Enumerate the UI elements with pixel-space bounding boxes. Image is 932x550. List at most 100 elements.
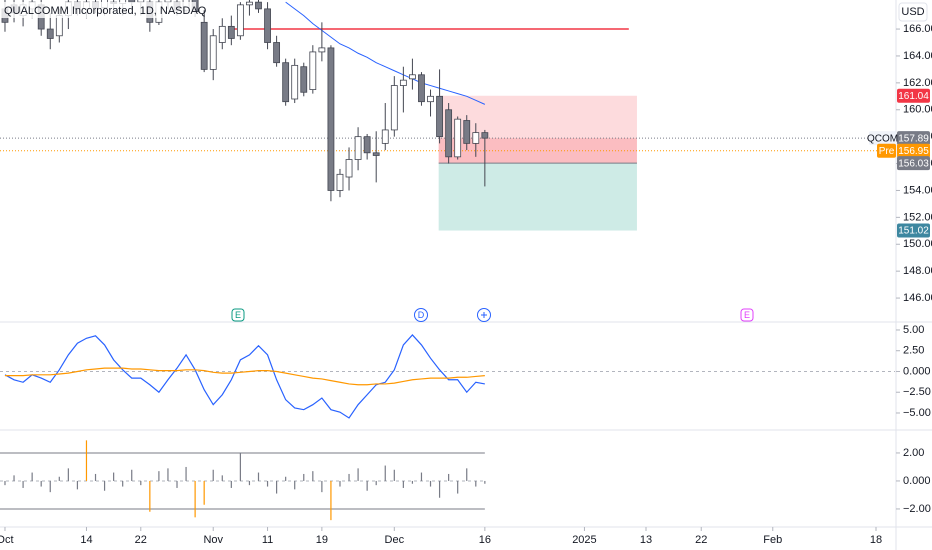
- y-tick-label: 0.000: [903, 365, 931, 377]
- x-tick-label: Dec: [385, 534, 405, 546]
- event-plus: [481, 312, 487, 318]
- y-tick-label: 152.00: [903, 211, 932, 223]
- currency: USD: [901, 6, 924, 18]
- candle-body: [218, 25, 226, 43]
- y-tick-label: 154.00: [903, 184, 932, 196]
- title-bg: [0, 2, 196, 18]
- candle-body: [246, 1, 253, 6]
- candle-body: [481, 132, 489, 139]
- bar: [402, 480, 404, 488]
- price-badge: [897, 143, 930, 158]
- bar: [276, 480, 278, 494]
- moving-average: [285, 1, 486, 105]
- bar: [248, 480, 251, 486]
- bar: [466, 468, 468, 481]
- candle-body: [164, 0, 172, 3]
- bar: [67, 468, 69, 481]
- candle-body: [300, 66, 308, 93]
- candle-body: [309, 51, 317, 90]
- candle-body: [282, 62, 290, 103]
- price-badge: [897, 223, 930, 238]
- candle-body: [137, 0, 145, 3]
- bar: [303, 473, 305, 481]
- bar: [375, 480, 377, 486]
- bar: [411, 480, 414, 484]
- oscillator-line: [4, 367, 485, 386]
- bar: [22, 480, 24, 488]
- event-icon[interactable]: E: [231, 308, 245, 322]
- price-badge-label: 156.95: [898, 146, 929, 157]
- event-icon[interactable]: [477, 308, 491, 322]
- price-badge-label: 161.04: [898, 91, 929, 102]
- bar: [85, 440, 88, 481]
- candle-body: [128, 0, 136, 3]
- bar: [149, 480, 151, 512]
- bar: [321, 480, 323, 493]
- candle-body: [46, 28, 54, 39]
- bar: [230, 480, 232, 488]
- y-tick-label: 5.00: [903, 324, 924, 336]
- x-tick-label: 2025: [572, 534, 596, 546]
- y-tick-label: 2.50: [903, 345, 924, 357]
- bar: [357, 468, 359, 481]
- currency-box[interactable]: [898, 2, 928, 22]
- candle-body: [264, 8, 271, 43]
- candle-body: [381, 129, 389, 144]
- event-icon[interactable]: D: [414, 308, 428, 322]
- event-box: [231, 308, 245, 322]
- candle-body: [55, 15, 63, 37]
- bar: [294, 480, 296, 490]
- event-icon[interactable]: E: [740, 308, 754, 322]
- bar: [221, 475, 223, 481]
- bar: [4, 480, 6, 486]
- event-label: E: [744, 310, 750, 320]
- y-tick-label: 146.00: [903, 292, 932, 304]
- bar: [285, 476, 287, 481]
- candle-body: [291, 64, 299, 100]
- x-tick-label: 19: [316, 534, 328, 546]
- bar: [185, 466, 187, 481]
- candle-body: [463, 120, 471, 144]
- bar: [448, 473, 450, 481]
- bar: [103, 480, 106, 491]
- x-tick-label: 14: [80, 534, 92, 546]
- candle-body: [372, 152, 380, 156]
- candle-body: [454, 118, 462, 158]
- event-label: E: [235, 310, 241, 320]
- x-tick-label: 22: [135, 534, 147, 546]
- price-badge-label: 157.89: [898, 133, 929, 144]
- y-tick-label: 162.00: [903, 77, 932, 89]
- x-tick-label: 18: [870, 534, 882, 546]
- bar: [49, 480, 51, 493]
- candle-body: [399, 79, 407, 86]
- price-badge-name: QCOM: [867, 133, 898, 144]
- x-tick-label: 11: [262, 534, 273, 546]
- bar: [140, 480, 142, 486]
- bar: [203, 480, 205, 505]
- candle-body: [273, 42, 281, 64]
- bar: [420, 472, 423, 481]
- y-tick-label: −5.00: [903, 407, 931, 419]
- bar: [40, 480, 42, 487]
- candle-body: [436, 95, 443, 138]
- x-tick-label: 22: [695, 534, 707, 546]
- candle-body: [390, 85, 398, 131]
- y-tick-label: −2.50: [903, 386, 931, 398]
- bar: [94, 473, 97, 481]
- candle-body: [236, 4, 244, 37]
- y-tick-label: 0.000: [903, 475, 931, 487]
- bar: [348, 473, 350, 481]
- bar: [58, 476, 60, 481]
- price-badge-name: Pre: [879, 146, 895, 157]
- bar: [194, 480, 196, 518]
- bar: [158, 471, 160, 481]
- bar: [312, 471, 314, 481]
- bar: [131, 469, 133, 481]
- candle-body: [336, 173, 344, 191]
- bar: [239, 452, 241, 481]
- bar: [266, 480, 269, 487]
- bar: [393, 469, 395, 481]
- candle-body: [418, 74, 425, 103]
- candle-body: [409, 74, 416, 80]
